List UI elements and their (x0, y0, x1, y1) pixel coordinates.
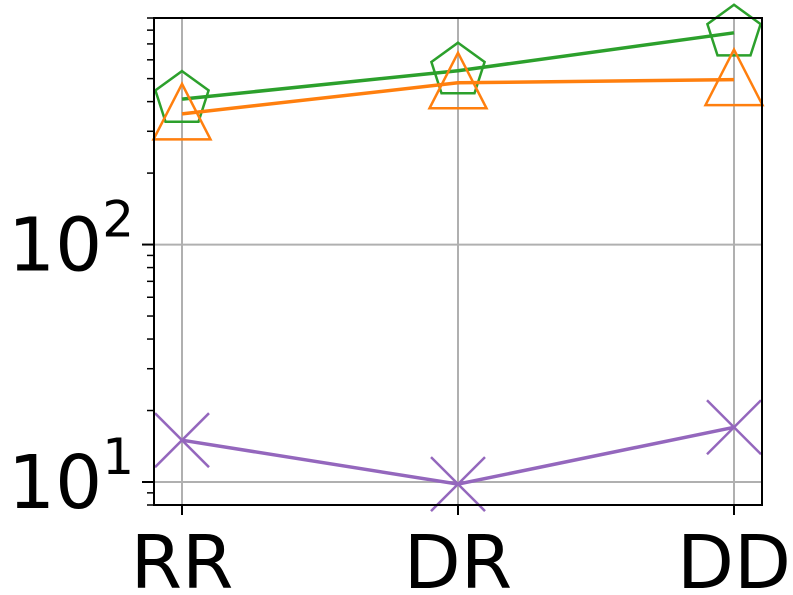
series-layer (151, 3, 765, 512)
major-ticks (142, 243, 735, 515)
series-0 (153, 3, 763, 123)
pentagon-marker (705, 3, 763, 57)
triangle-marker (151, 81, 213, 141)
y-minor-ticks (147, 17, 154, 506)
y-tick-label: 102 (8, 191, 134, 289)
grid-lines (154, 18, 762, 505)
pentagon-marker (429, 41, 487, 95)
x-tick-label: DD (677, 520, 791, 595)
pentagon-marker (153, 69, 211, 123)
series-line (181, 31, 735, 101)
x-marker-stroke (706, 399, 762, 456)
triangle-marker (703, 46, 765, 107)
series-2 (154, 399, 762, 512)
series-1 (151, 46, 765, 141)
x-tick-label: RR (131, 520, 234, 595)
x-tick-labels: RR DR DD (131, 520, 791, 595)
series-line (181, 77, 735, 116)
x-marker-stroke (154, 412, 210, 469)
x-marker-stroke (430, 456, 486, 512)
x-tick-label: DR (404, 520, 512, 595)
triangle-marker (427, 50, 489, 110)
y-tick-labels: 101 102 (8, 191, 134, 526)
y-tick-label: 101 (8, 428, 134, 526)
